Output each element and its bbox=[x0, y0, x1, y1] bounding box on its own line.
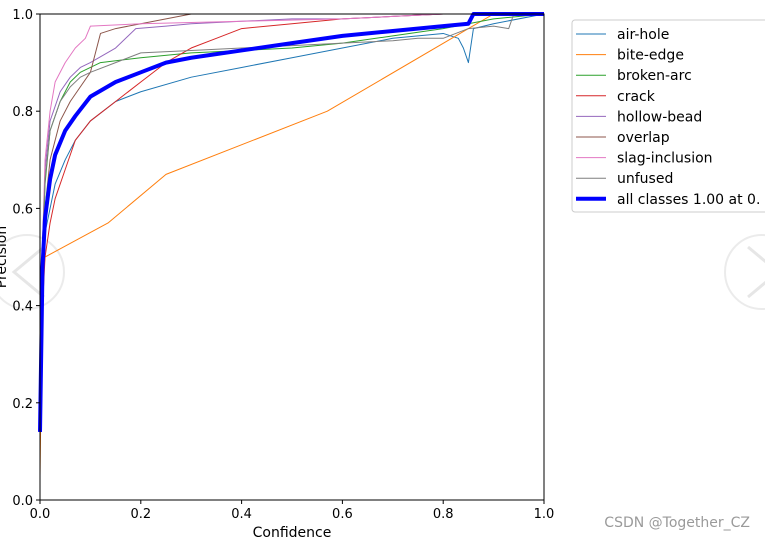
y-tick-label: 0.4 bbox=[12, 300, 33, 315]
prev-arrow-icon[interactable] bbox=[0, 232, 67, 312]
legend-label-crack: crack bbox=[617, 89, 656, 105]
next-arrow-icon[interactable] bbox=[724, 234, 765, 310]
x-tick-label: 1.0 bbox=[534, 507, 555, 522]
x-tick-label: 0.0 bbox=[30, 507, 51, 522]
series-line-crack bbox=[39, 13, 544, 355]
legend-frame bbox=[571, 19, 765, 213]
plot-frame bbox=[39, 13, 545, 501]
legend: air-hole bite-edge broken-arc crack hollow-b… bbox=[571, 19, 765, 213]
series-line-air-hole bbox=[39, 13, 545, 428]
legend-label-all-classes-1-00-at-0: all classes 1.00 at 0. bbox=[617, 192, 760, 208]
x-axis-label: Confidence bbox=[253, 525, 332, 540]
series-layer bbox=[38, 12, 545, 476]
legend-label-overlap: overlap bbox=[617, 130, 670, 146]
legend-label-broken-arc: broken-arc bbox=[617, 68, 692, 84]
x-tick-label: 0.2 bbox=[130, 507, 151, 522]
series-line-all-classes-1-00-at-0 bbox=[38, 12, 544, 432]
y-tick-label: 0.8 bbox=[12, 105, 33, 120]
y-axis-label: Precision bbox=[0, 226, 10, 288]
legend-label-unfused: unfused bbox=[617, 171, 673, 187]
series-line-overlap bbox=[39, 13, 544, 355]
legend-label-air-hole: air-hole bbox=[617, 27, 669, 43]
x-tick-label: 0.8 bbox=[433, 507, 454, 522]
legend-label-slag-inclusion: slag-inclusion bbox=[617, 151, 713, 167]
y-tick-label: 0.0 bbox=[12, 494, 33, 509]
x-tick-label: 0.6 bbox=[332, 507, 353, 522]
series-line-slag-inclusion bbox=[39, 13, 544, 330]
y-tick-label: 0.6 bbox=[12, 202, 33, 217]
legend-label-bite-edge: bite-edge bbox=[617, 48, 684, 64]
ticks-layer: 0.0 0.2 0.4 0.6 0.8 1.0 0.0 0.2 0.4 0.6 0.8 1.0 bbox=[12, 8, 554, 522]
legend-label-hollow-bead: hollow-bead bbox=[617, 109, 702, 125]
y-tick-label: 0.2 bbox=[12, 397, 33, 412]
y-tick-label: 1.0 bbox=[12, 8, 33, 23]
series-line-broken-arc bbox=[39, 13, 545, 355]
watermark: CSDN @Together_CZ bbox=[604, 515, 750, 531]
series-line-unfused bbox=[39, 13, 544, 306]
x-tick-label: 0.4 bbox=[231, 507, 252, 522]
